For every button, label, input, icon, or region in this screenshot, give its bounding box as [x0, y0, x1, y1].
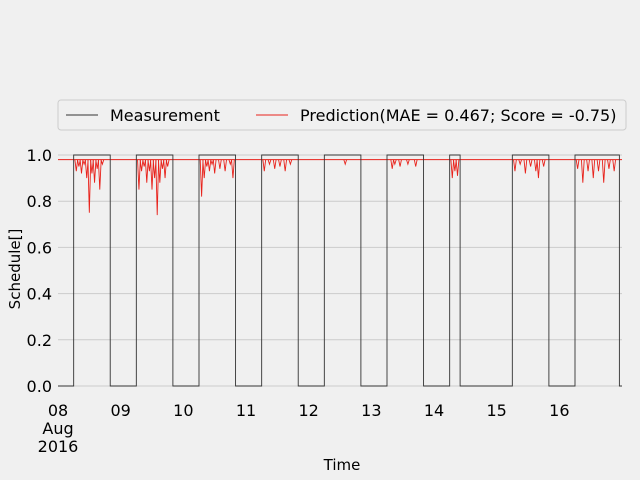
prediction-dip [139, 159, 144, 172]
x-tick-label: 13 [361, 401, 381, 420]
prediction-dip [278, 159, 282, 167]
measurement-line [58, 154, 622, 387]
x-tick-label: 2016 [38, 437, 79, 456]
x-tick-label: 12 [298, 401, 318, 420]
prediction-dip [586, 159, 590, 172]
prediction-dip [518, 159, 523, 166]
legend-label-prediction: Prediction(MAE = 0.467; Score = -0.75) [300, 106, 616, 125]
prediction-dip [97, 159, 102, 190]
legend: Measurement Prediction(MAE = 0.467; Scor… [57, 99, 627, 131]
prediction-dip [202, 159, 207, 179]
prediction-dip [272, 159, 277, 169]
grid [58, 154, 622, 387]
prediction-dip [288, 159, 293, 166]
prediction-dip [283, 159, 288, 172]
prediction-dip [77, 159, 81, 167]
y-tick-label: 0.4 [27, 285, 52, 304]
legend-label-measurement: Measurement [110, 106, 220, 125]
prediction-dip [513, 159, 517, 172]
prediction-dip [212, 159, 217, 174]
prediction-dip [199, 159, 204, 197]
prediction-dip [406, 159, 410, 166]
legend-box [57, 99, 627, 131]
prediction-dip [165, 159, 170, 167]
y-tick-label: 0.0 [27, 377, 52, 396]
x-axis-label: Time [323, 456, 361, 474]
prediction-dip [580, 159, 585, 183]
prediction-dip [204, 159, 209, 167]
prediction-dip [398, 159, 402, 167]
y-tick-label: 0.8 [27, 192, 52, 211]
prediction-dip [541, 159, 546, 167]
prediction-dip [392, 159, 397, 166]
prediction-dip [533, 159, 538, 172]
prediction-dip [591, 159, 596, 179]
x-tick-label: 15 [486, 401, 506, 420]
x-tick-label: 11 [236, 401, 256, 420]
y-tick-label: 0.6 [27, 238, 52, 257]
prediction-dip [231, 159, 235, 179]
prediction-dip [607, 159, 611, 169]
prediction-dip [390, 159, 395, 169]
prediction-dip [207, 159, 212, 172]
prediction-dip [575, 159, 580, 169]
prediction-dip [90, 159, 94, 174]
plot-area [58, 154, 622, 387]
x-tick-label: 08 [48, 401, 68, 420]
x-tick-label: Aug [42, 419, 73, 438]
prediction-dip [267, 159, 272, 166]
x-tick-label: 09 [110, 401, 130, 420]
y-axis-label: Schedule[] [6, 229, 24, 310]
y-tick-label: 1.0 [27, 146, 52, 165]
prediction-dip [100, 159, 105, 166]
prediction-dip [157, 159, 162, 183]
prediction-dip [601, 159, 606, 183]
prediction-dip [144, 159, 149, 183]
prediction-dip [612, 159, 617, 172]
prediction-dip [223, 159, 227, 172]
prediction-dip [150, 159, 154, 190]
prediction-dip [455, 159, 460, 176]
prediction-dip [528, 159, 533, 167]
prediction-dip [155, 159, 160, 216]
prediction-dip [523, 159, 528, 174]
x-tick-label: 10 [173, 401, 193, 420]
prediction-dip [596, 159, 601, 172]
prediction-dip [147, 159, 152, 172]
prediction-dip [163, 159, 167, 179]
x-tick-label: 14 [424, 401, 444, 420]
prediction-dip [87, 159, 92, 213]
prediction-dip [218, 159, 222, 169]
prediction-dip [92, 159, 97, 183]
y-tick-labels: 0.0 0.2 0.4 0.6 0.8 1.0 [27, 146, 52, 396]
prediction-dip [536, 159, 541, 179]
prediction-dip [262, 159, 267, 172]
prediction-dip [74, 159, 79, 172]
prediction-dip [343, 159, 348, 166]
prediction-dip [160, 159, 165, 169]
prediction-dip [453, 159, 457, 172]
x-tick-label: 16 [549, 401, 569, 420]
prediction-dip [79, 159, 84, 174]
prediction-dip [137, 159, 141, 190]
prediction-dip [413, 159, 418, 167]
prediction-dip [450, 159, 455, 179]
y-tick-label: 0.2 [27, 331, 52, 350]
